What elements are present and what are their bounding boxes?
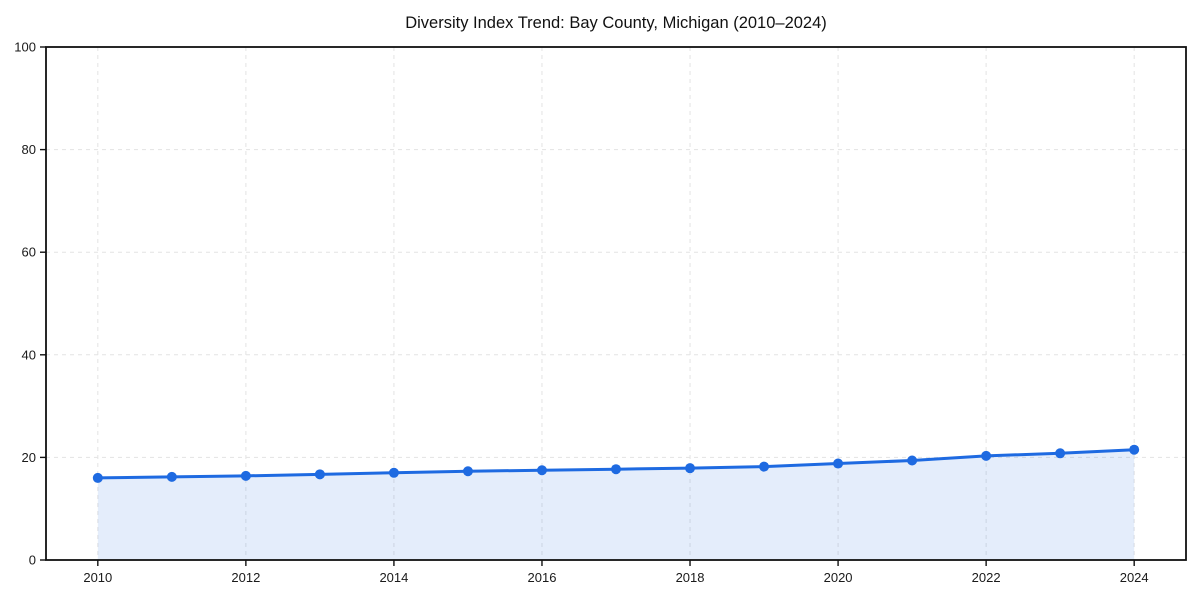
x-tick-label: 2014 xyxy=(379,570,408,585)
data-point xyxy=(240,470,251,481)
chart-title: Diversity Index Trend: Bay County, Michi… xyxy=(405,14,827,32)
y-tick-label: 60 xyxy=(22,245,36,260)
data-point xyxy=(981,450,992,461)
data-point xyxy=(388,467,399,478)
data-point xyxy=(536,465,547,476)
y-tick-label: 80 xyxy=(22,142,36,157)
data-point xyxy=(462,466,473,477)
data-point xyxy=(611,464,621,475)
data-point xyxy=(1129,444,1140,455)
y-tick-label: 100 xyxy=(14,40,36,55)
data-point xyxy=(166,471,177,482)
axes-layer: 0 20 40 60 80 100 2010 2012 2014 2016 2018 2020 2022… xyxy=(14,40,1187,585)
data-point xyxy=(314,469,325,480)
data-point xyxy=(1055,448,1066,459)
x-tick-label: 2016 xyxy=(528,570,557,585)
axis-spines xyxy=(45,46,1187,561)
x-tick-label: 2010 xyxy=(83,570,112,585)
area-fill xyxy=(97,449,1135,560)
data-point xyxy=(907,455,918,466)
data-point xyxy=(759,461,770,472)
data-point xyxy=(833,458,844,469)
series-layer xyxy=(92,444,1140,560)
x-tick-label: 2012 xyxy=(231,570,260,585)
y-tick-label: 40 xyxy=(22,347,36,362)
x-tick-label: 2024 xyxy=(1120,570,1149,585)
y-tick-label: 0 xyxy=(29,553,36,568)
data-point xyxy=(92,472,103,483)
data-point xyxy=(685,463,696,474)
x-tick-label: 2022 xyxy=(972,570,1001,585)
x-tick-label: 2018 xyxy=(676,570,705,585)
y-tick-label: 20 xyxy=(22,450,36,465)
x-tick-label: 2020 xyxy=(824,570,853,585)
